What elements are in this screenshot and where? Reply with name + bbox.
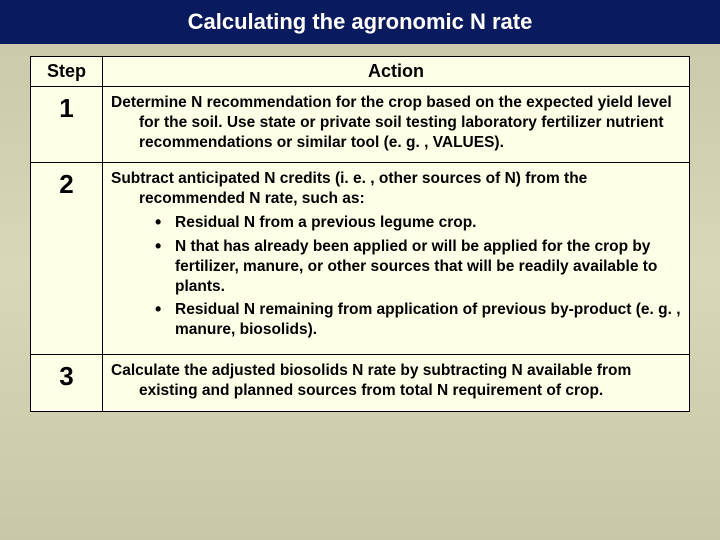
action-cell: Determine N recommendation for the crop … (103, 87, 690, 163)
step-number: 1 (31, 87, 103, 163)
table-header-row: Step Action (31, 57, 690, 87)
step-number: 3 (31, 355, 103, 412)
bullet-item: N that has already been applied or will … (155, 237, 681, 296)
steps-table: Step Action 1 Determine N recommendation… (30, 56, 690, 412)
page-title: Calculating the agronomic N rate (0, 0, 720, 44)
bullet-item: Residual N remaining from application of… (155, 300, 681, 340)
col-header-action: Action (103, 57, 690, 87)
action-cell: Calculate the adjusted biosolids N rate … (103, 355, 690, 412)
table-row: 1 Determine N recommendation for the cro… (31, 87, 690, 163)
step-number: 2 (31, 163, 103, 355)
action-text: Subtract anticipated N credits (i. e. , … (111, 169, 681, 209)
col-header-step: Step (31, 57, 103, 87)
action-text: Calculate the adjusted biosolids N rate … (111, 361, 681, 401)
table-row: 2 Subtract anticipated N credits (i. e. … (31, 163, 690, 355)
action-cell: Subtract anticipated N credits (i. e. , … (103, 163, 690, 355)
action-bullets: Residual N from a previous legume crop. … (111, 213, 681, 340)
table-row: 3 Calculate the adjusted biosolids N rat… (31, 355, 690, 412)
action-text: Determine N recommendation for the crop … (111, 93, 681, 152)
bullet-item: Residual N from a previous legume crop. (155, 213, 681, 233)
